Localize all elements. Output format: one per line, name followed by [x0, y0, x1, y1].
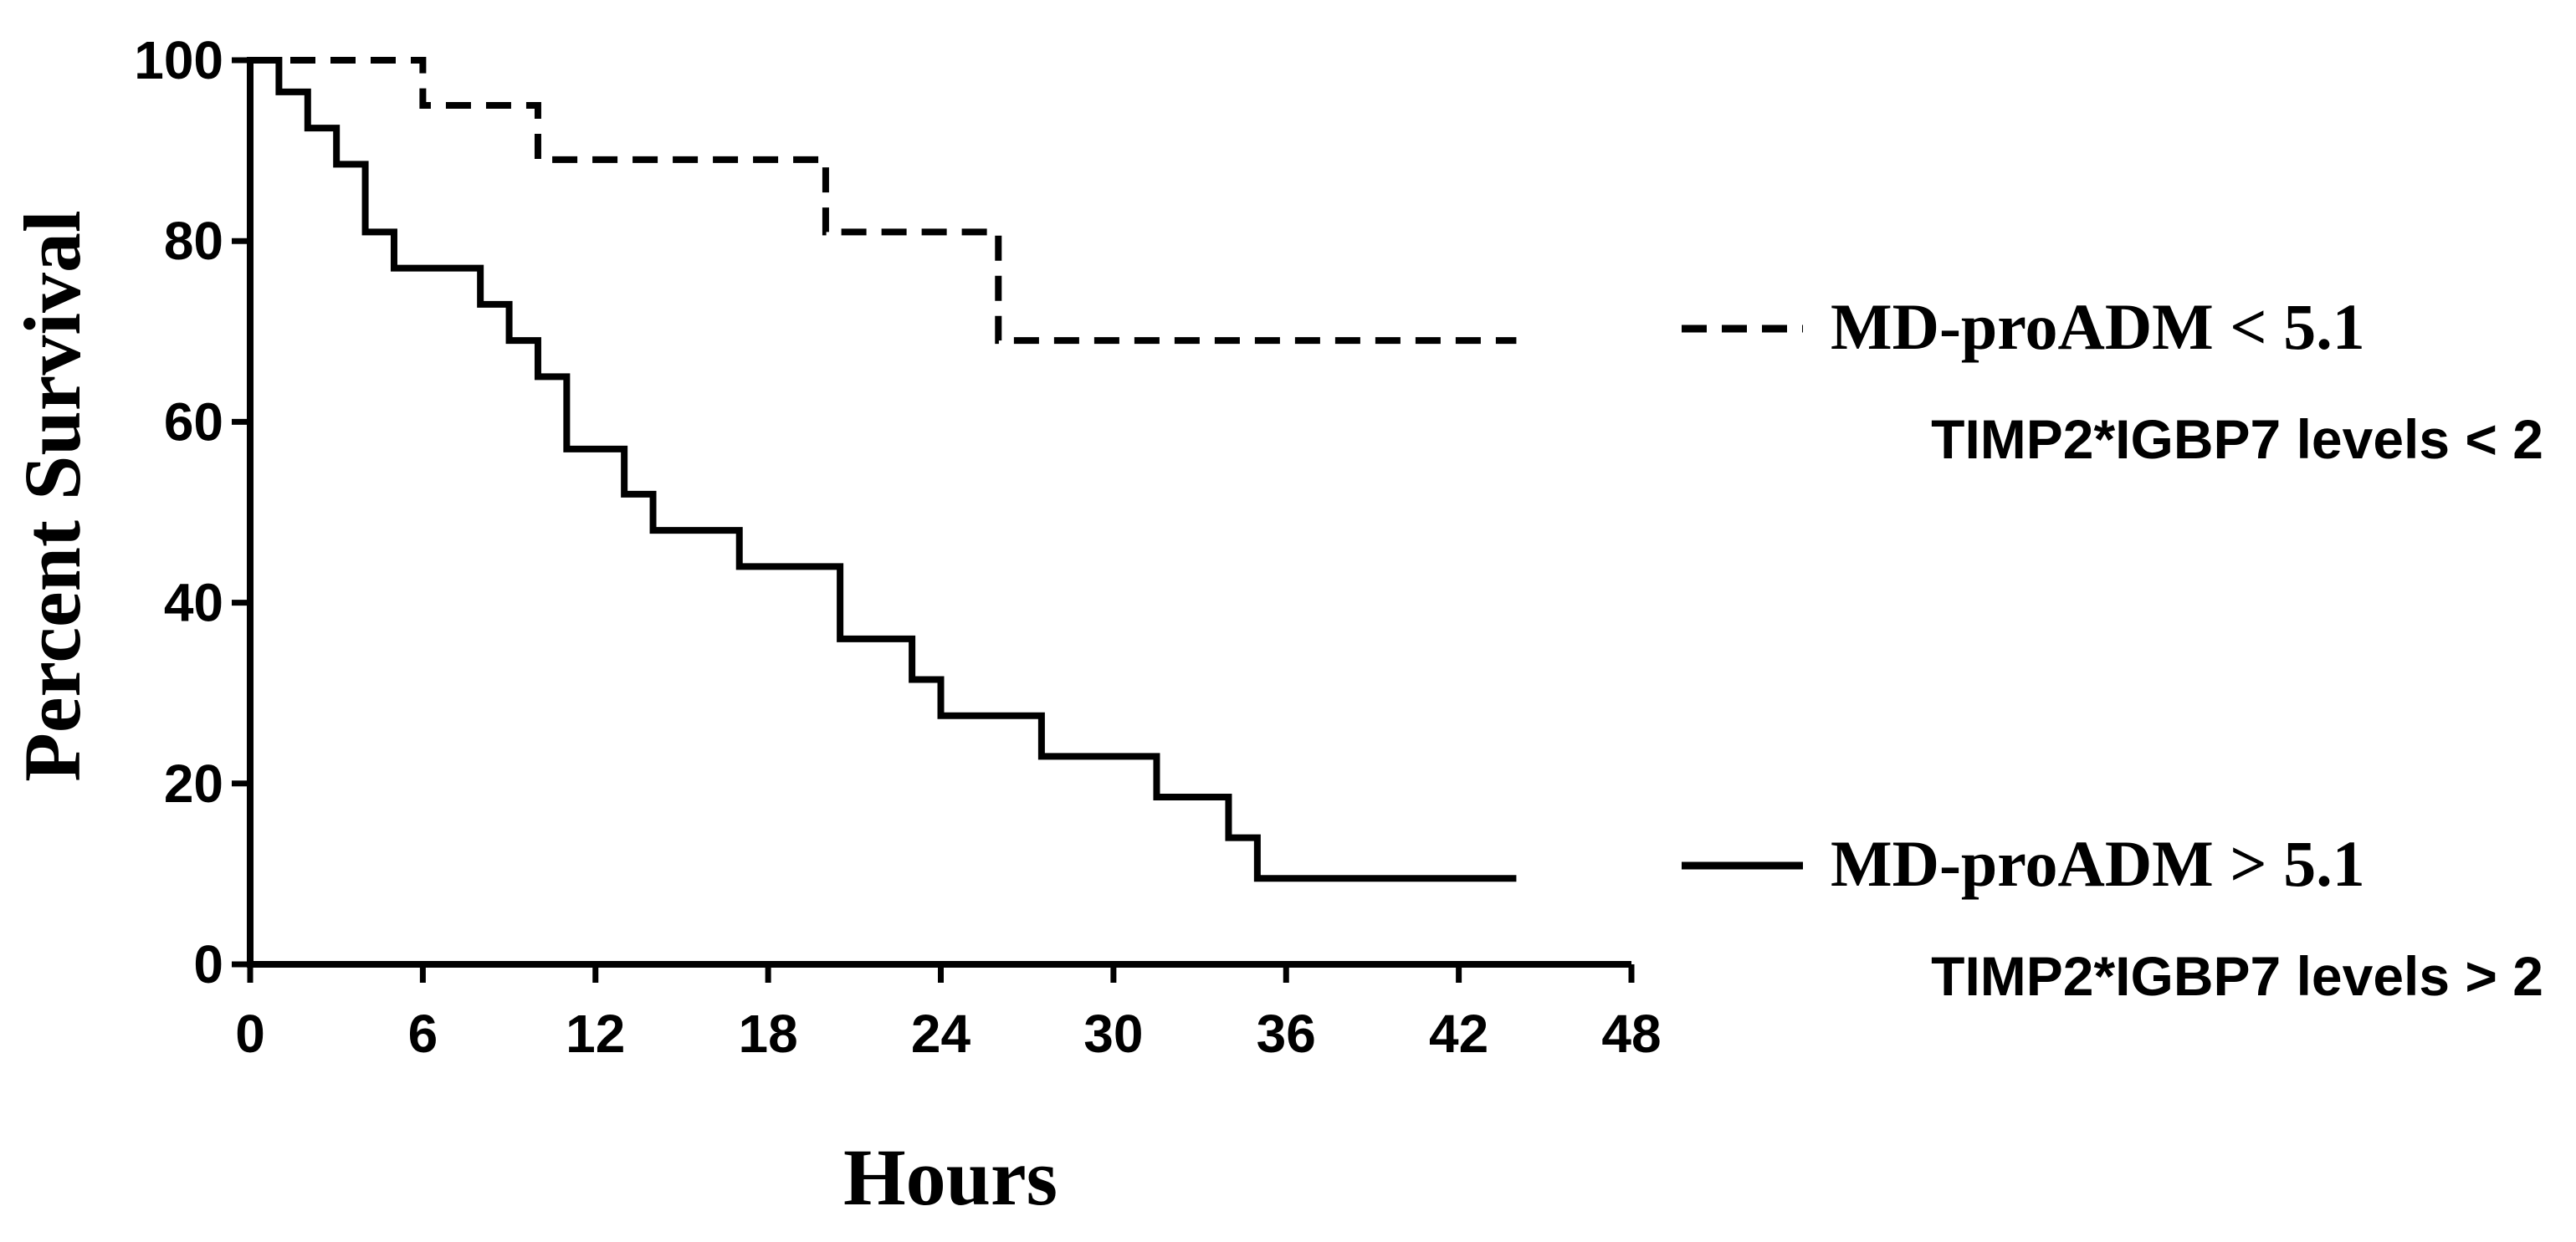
x-tick-label: 12 [566, 1004, 625, 1064]
legend-label-1-line2: TIMP2*IGBP7 levels < 2 [1931, 408, 2543, 470]
axes: 0 6 12 18 24 30 36 42 48 0 20 40 60 80 100 [134, 30, 1661, 1064]
y-tick-label: 0 [193, 934, 223, 994]
x-tick-label: 6 [408, 1004, 438, 1064]
x-tick-label: 48 [1601, 1004, 1661, 1064]
y-tick-label: 80 [164, 211, 223, 271]
series-line-1 [250, 57, 1517, 345]
y-tick-label: 20 [164, 754, 223, 814]
x-tick-label: 36 [1257, 1004, 1316, 1064]
series-line-2 [250, 57, 1517, 882]
series-group [250, 57, 1517, 882]
x-tick-label: 30 [1083, 1004, 1143, 1064]
x-tick-label: 24 [911, 1004, 971, 1064]
x-tick-label: 0 [235, 1004, 265, 1064]
legend-label-2-line2: TIMP2*IGBP7 levels > 2 [1931, 945, 2543, 1007]
y-tick-label: 60 [164, 391, 223, 452]
legend: MD-proADM < 5.1 TIMP2*IGBP7 levels < 2 MD-… [1682, 290, 2543, 1007]
x-axis-title: Hours [843, 1132, 1058, 1222]
y-tick-label: 40 [164, 573, 223, 633]
x-tick-label: 42 [1429, 1004, 1488, 1064]
y-tick-label: 100 [134, 30, 223, 90]
y-axis-title: Percent Survival [8, 210, 97, 781]
legend-label-2-line1: MD-proADM > 5.1 [1831, 827, 2365, 900]
x-tick-label: 18 [739, 1004, 798, 1064]
legend-label-1-line1: MD-proADM < 5.1 [1831, 290, 2365, 363]
